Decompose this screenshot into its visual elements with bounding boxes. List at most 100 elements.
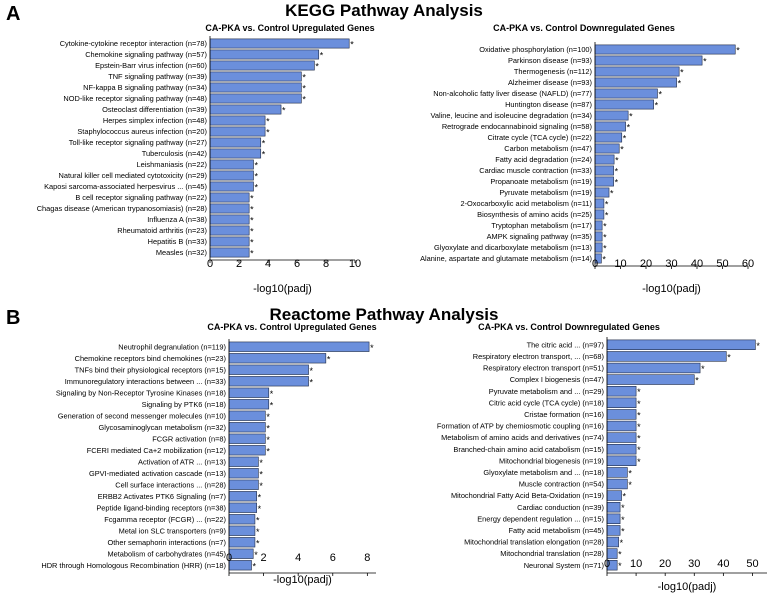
- bar: [594, 176, 614, 187]
- bar: [594, 132, 623, 143]
- bar: [594, 121, 626, 132]
- x-tick-label: 8: [364, 552, 370, 564]
- category-label: Chemokine receptors bind chemokines (n=2…: [75, 354, 226, 363]
- bar: [606, 513, 621, 525]
- x-tick-label: 0: [604, 558, 610, 570]
- category-label: B cell receptor signaling pathway (n=22): [75, 193, 207, 202]
- significance-star: *: [680, 68, 684, 78]
- category-label: The citric acid ... (n=97): [527, 340, 604, 349]
- category-label: Rheumatoid arthritis (n=23): [117, 226, 207, 235]
- significance-star: *: [658, 90, 662, 100]
- x-tick-label: 2: [236, 258, 242, 270]
- significance-star: *: [603, 244, 607, 254]
- bar: [228, 548, 254, 559]
- bar: [228, 433, 266, 444]
- significance-star: *: [256, 515, 260, 525]
- category-label: Natural killer cell mediated cytotoxicit…: [59, 171, 208, 180]
- significance-star: *: [266, 412, 270, 422]
- significance-star: *: [615, 178, 619, 188]
- x-tick-label: 0: [592, 258, 598, 270]
- bar: [209, 126, 266, 137]
- category-label: FCERI mediated Ca+2 mobilization (n=12): [87, 446, 226, 455]
- bar: [228, 387, 270, 398]
- bar: [209, 159, 254, 170]
- x-tick-label: 6: [294, 258, 300, 270]
- bar: [228, 560, 252, 571]
- significance-star: *: [350, 40, 354, 50]
- significance-star: *: [605, 200, 609, 210]
- bar: [594, 220, 603, 231]
- category-label: Retrograde endocannabinoid signaling (n=…: [442, 122, 592, 131]
- category-label: Herpes simplex infection (n=48): [103, 116, 207, 125]
- category-label: Tuberculosis (n=42): [142, 149, 207, 158]
- category-label: Peptide ligand-binding receptors (n=38): [96, 503, 226, 512]
- significance-star: *: [250, 227, 254, 237]
- significance-star: *: [266, 446, 270, 456]
- category-label: Alzheimer disease (n=93): [508, 78, 592, 87]
- bar: [209, 82, 302, 93]
- bar: [606, 501, 621, 513]
- bar: [209, 49, 320, 60]
- bar: [606, 525, 621, 536]
- category-label: Metal ion SLC transporters (n=9): [119, 526, 226, 535]
- category-label: Thermogenesis (n=112): [514, 67, 592, 76]
- x-tick-label: 30: [688, 558, 700, 570]
- significance-star: *: [250, 238, 254, 248]
- category-label: Neutrophil degranulation (n=119): [118, 342, 226, 351]
- kegg-upregulated-chart: CA-PKA vs. Control Upregulated Genes Cyto…: [37, 23, 375, 295]
- category-label: NOD-like receptor signaling pathway (n=4…: [63, 94, 207, 103]
- category-label: Hepatitis B (n=33): [148, 237, 207, 246]
- reactome-main-title: Reactome Pathway Analysis: [270, 305, 499, 324]
- bar: [594, 55, 703, 66]
- category-label: Huntington disease (n=87): [505, 100, 592, 109]
- significance-star: *: [621, 515, 625, 525]
- significance-star: *: [258, 504, 262, 514]
- category-label: Branched-chain amino acid catabolism (n=…: [453, 445, 604, 454]
- category-label: FCGR activation (n=8): [152, 434, 226, 443]
- x-tick-label: 10: [349, 258, 361, 270]
- bar: [594, 209, 605, 220]
- category-label: Measles (n=32): [156, 248, 207, 257]
- significance-star: *: [327, 354, 331, 364]
- bar: [228, 422, 266, 433]
- category-label: Respiratory electron transport (n=51): [483, 364, 604, 373]
- x-tick-label: 10: [614, 258, 626, 270]
- x-tick-label: 50: [716, 258, 728, 270]
- significance-star: *: [266, 423, 270, 433]
- bar: [606, 455, 637, 466]
- category-label: Biosynthesis of amino acids (n=25): [477, 210, 592, 219]
- significance-star: *: [615, 167, 619, 177]
- category-label: Formation of ATP by chemiosmotic couplin…: [437, 422, 604, 431]
- significance-star: *: [262, 139, 266, 149]
- significance-star: *: [602, 255, 606, 265]
- bar: [228, 525, 256, 536]
- chart-title: CA-PKA vs. Control Downregulated Genes: [478, 322, 660, 332]
- bar: [209, 214, 250, 225]
- significance-star: *: [302, 73, 306, 83]
- significance-star: *: [262, 150, 266, 160]
- bar: [606, 351, 727, 362]
- significance-star: *: [756, 341, 760, 351]
- bar: [209, 225, 250, 236]
- category-label: Mitochondrial translation (n=28): [500, 549, 604, 558]
- bar: [594, 88, 658, 99]
- category-label: Oxidative phosphorylation (n=100): [479, 45, 592, 54]
- category-label: Toll-like receptor signaling pathway (n=…: [69, 138, 207, 147]
- bar: [228, 479, 259, 490]
- significance-star: *: [250, 205, 254, 215]
- bar: [606, 397, 637, 408]
- bar: [594, 242, 603, 253]
- bar: [606, 467, 628, 478]
- bar: [209, 104, 282, 115]
- category-label: Mitochondrial translation elongation (n=…: [464, 538, 604, 547]
- category-label: Energy dependent regulation ... (n=15): [477, 514, 604, 523]
- significance-star: *: [615, 156, 619, 166]
- category-label: Cytokine-cytokine receptor interaction (…: [60, 39, 207, 48]
- bar: [209, 236, 250, 247]
- bar: [606, 409, 637, 420]
- significance-star: *: [629, 112, 633, 122]
- chart-title: CA-PKA vs. Control Upregulated Genes: [205, 23, 374, 33]
- x-tick-label: 0: [207, 258, 213, 270]
- significance-star: *: [254, 550, 258, 560]
